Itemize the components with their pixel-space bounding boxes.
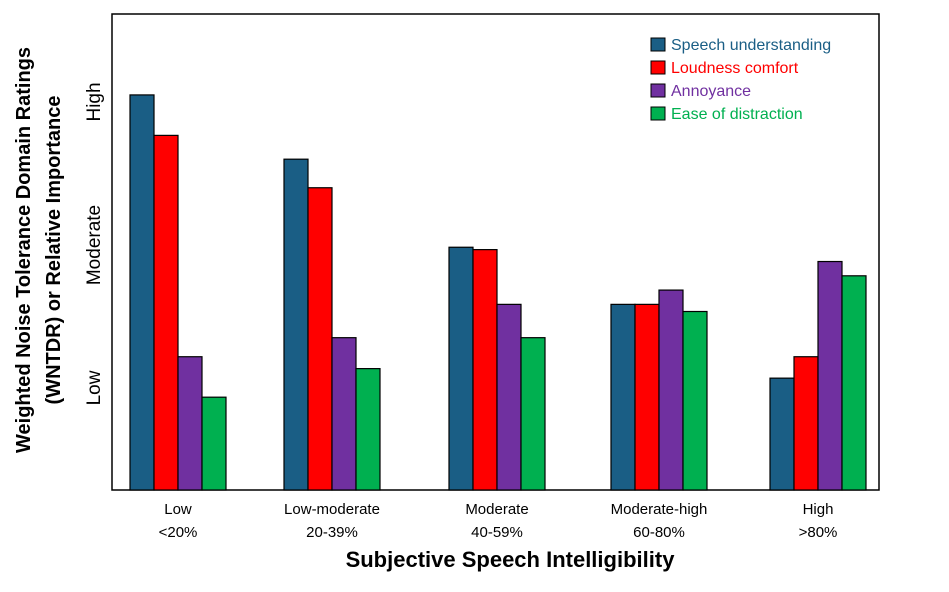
x-tick-label: Moderate-high <box>611 501 708 518</box>
bars <box>129 94 867 491</box>
y-level-labels: Low Moderate High <box>84 82 105 405</box>
bar-ease-of-distraction-moderate <box>520 337 546 491</box>
y-level-label: High <box>84 82 105 121</box>
legend-label: Speech understanding <box>671 37 831 54</box>
bar-annoyance-low <box>177 356 203 491</box>
bar-speech-understanding-moderate-high <box>610 303 636 491</box>
x-tick-labels: Low <20% Low-moderate 20-39% Moderate 40-59% M… <box>159 501 838 541</box>
x-tick-range: 20-39% <box>306 524 358 541</box>
bar-ease-of-distraction-high <box>841 275 867 491</box>
x-tick-range: 60-80% <box>633 524 685 541</box>
x-tick-label: Moderate <box>465 501 528 518</box>
bar-loudness-comfort-moderate <box>472 249 498 491</box>
legend-swatch <box>650 60 666 75</box>
bar-annoyance-moderate <box>496 303 522 491</box>
legend-label: Annoyance <box>671 83 751 100</box>
bar-speech-understanding-low-moderate <box>283 158 309 491</box>
y-axis-title: Weighted Noise Tolerance Domain Ratings … <box>13 47 65 453</box>
x-axis-title: Subjective Speech Intelligibility <box>346 547 676 572</box>
bar-ease-of-distraction-low-moderate <box>355 368 381 491</box>
legend-swatch <box>650 83 666 98</box>
y-axis-title-line2: (WNTDR) or Relative Importance <box>43 96 65 405</box>
bar-annoyance-low-moderate <box>331 337 357 491</box>
y-level-label: Moderate <box>84 205 105 285</box>
y-axis-title-line1: Weighted Noise Tolerance Domain Ratings <box>13 47 35 453</box>
x-tick-label: High <box>803 501 834 518</box>
bar-loudness-comfort-moderate-high <box>634 303 660 491</box>
legend-label: Ease of distraction <box>671 106 803 123</box>
x-tick-label: Low <box>164 501 192 518</box>
bar-ease-of-distraction-low <box>201 396 227 491</box>
bar-loudness-comfort-low-moderate <box>307 187 333 491</box>
x-tick-range: <20% <box>159 524 198 541</box>
bar-ease-of-distraction-moderate-high <box>682 310 708 491</box>
y-level-label: Low <box>84 370 105 405</box>
bar-speech-understanding-high <box>769 377 795 491</box>
bar-speech-understanding-moderate <box>448 246 474 491</box>
x-tick-range: >80% <box>799 524 838 541</box>
legend-label: Loudness comfort <box>671 60 799 77</box>
legend-swatch <box>650 106 666 121</box>
bar-loudness-comfort-high <box>793 356 819 491</box>
x-tick-range: 40-59% <box>471 524 523 541</box>
bar-annoyance-high <box>817 260 843 491</box>
legend-swatch <box>650 37 666 52</box>
x-tick-label: Low-moderate <box>284 501 380 518</box>
bar-annoyance-moderate-high <box>658 289 684 491</box>
legend: Speech understanding Loudness comfort Anno… <box>650 37 831 123</box>
bar-speech-understanding-low <box>129 94 155 491</box>
bar-loudness-comfort-low <box>153 134 179 491</box>
